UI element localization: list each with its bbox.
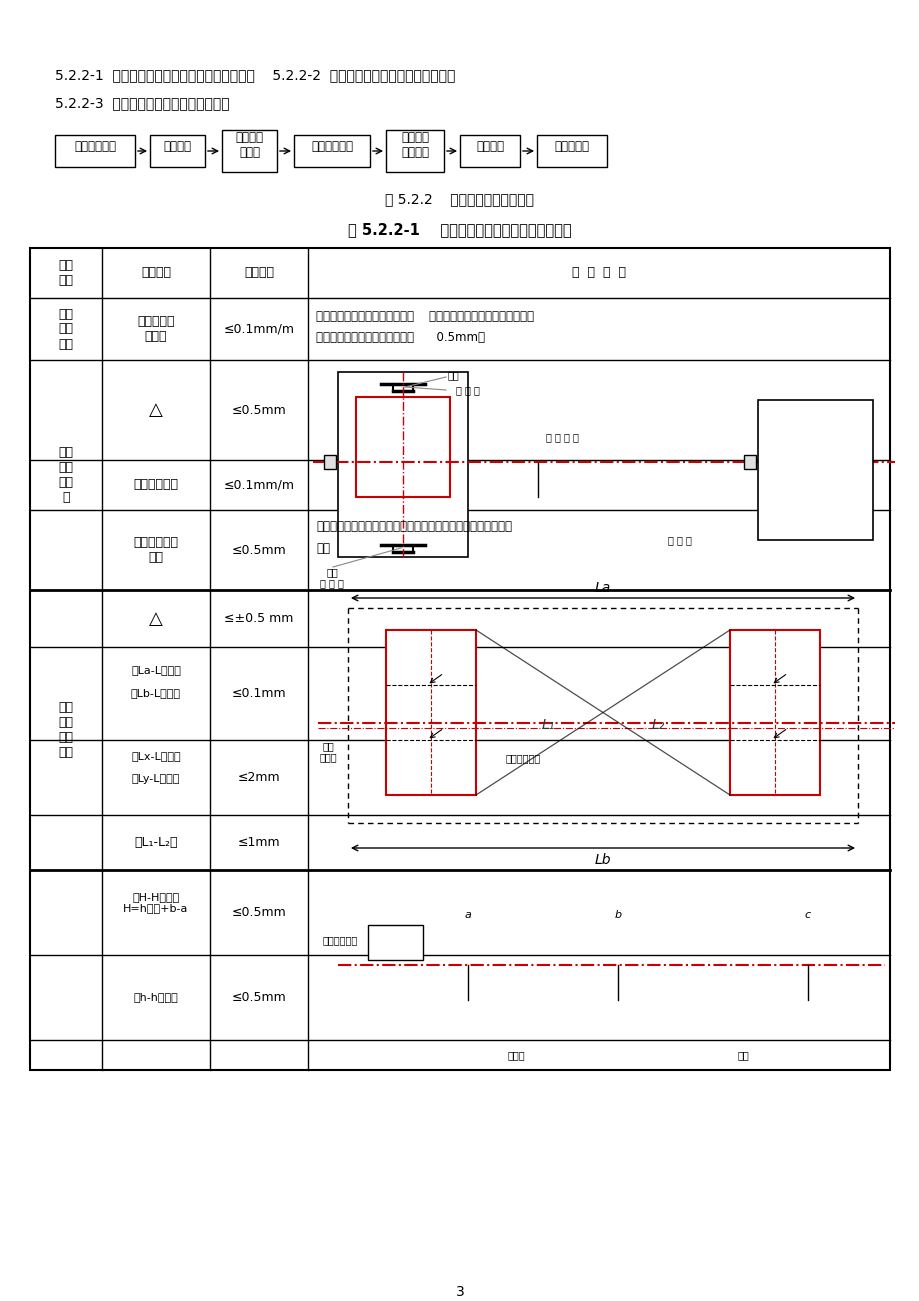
Text: 3: 3 [455, 1285, 464, 1298]
Text: 底座: 底座 [737, 1050, 749, 1060]
Text: b: b [614, 909, 621, 920]
Text: 纵横中心线
垂直度: 纵横中心线 垂直度 [137, 315, 175, 343]
Bar [323, 455, 335, 468]
Text: ≤2mm: ≤2mm [237, 771, 280, 785]
Text: ≤0.5mm: ≤0.5mm [232, 991, 286, 1004]
Text: 斜度水平
标高测定: 斜度水平 标高测定 [401, 131, 428, 159]
Text: 支承
底座
安装
找正: 支承 底座 安装 找正 [59, 701, 74, 758]
Text: 中心位置初测: 中心位置初测 [311, 139, 353, 152]
Text: 轴承座中心线: 轴承座中心线 [505, 753, 540, 762]
Text: 基础
中 心 线: 基础 中 心 线 [320, 567, 344, 588]
Bar [55, 135, 135, 167]
Text: ｜L₁-L₂｜: ｜L₁-L₂｜ [134, 837, 177, 850]
Text: L₂: L₂ [651, 718, 664, 732]
Text: ｜H-H理论｜
H=h基准+b-a: ｜H-H理论｜ H=h基准+b-a [123, 891, 188, 913]
Bar [386, 130, 444, 172]
Text: 底座
中心线: 底座 中心线 [320, 742, 337, 762]
Text: 并打上样冲眼，样冲眼直径小于      0.5mm。: 并打上样冲眼，样冲眼直径小于 0.5mm。 [315, 330, 484, 343]
Text: c: c [804, 909, 811, 920]
Text: 底座: 底座 [448, 369, 460, 380]
Text: 工作
内容: 工作 内容 [59, 259, 74, 288]
Text: 托轮
底座
划线: 托轮 底座 划线 [59, 307, 74, 350]
Bar [460, 135, 519, 167]
Text: 5.2.2-3  托轮安装检查项目与操作要点。: 5.2.2-3 托轮安装检查项目与操作要点。 [55, 96, 230, 111]
Text: ｜Lx-L理论｜

｜Ly-L理论｜: ｜Lx-L理论｜ ｜Ly-L理论｜ [131, 751, 181, 785]
Text: 传动
侧底
座定
位: 传动 侧底 座定 位 [59, 446, 74, 503]
Text: 图 5.2.2    支承部分施工工艺流程: 图 5.2.2 支承部分施工工艺流程 [385, 193, 534, 206]
Text: ｜La-L理论｜

｜Lb-L理论｜: ｜La-L理论｜ ｜Lb-L理论｜ [130, 665, 181, 699]
Text: ｜h-h理论｜: ｜h-h理论｜ [133, 993, 178, 1003]
Bar [743, 455, 755, 468]
Text: 以中心标板确定的纵横中心线定位，然后以此为基准找正其他底: 以中心标板确定的纵横中心线定位，然后以此为基准找正其他底 [315, 520, 512, 533]
Text: 设备出库检查: 设备出库检查 [74, 139, 116, 152]
Text: 托轮组精找: 托轮组精找 [554, 139, 589, 152]
Text: ≤±0.5 mm: ≤±0.5 mm [224, 611, 293, 624]
Text: 中 心 标 板: 中 心 标 板 [545, 432, 578, 442]
Text: ≤0.5mm: ≤0.5mm [232, 403, 286, 416]
Bar [150, 135, 205, 167]
Text: 技术要求: 技术要求 [244, 267, 274, 280]
Bar [221, 130, 277, 172]
Text: ≤1mm: ≤1mm [237, 837, 280, 850]
Text: 研瓦试压: 研瓦试压 [164, 139, 191, 152]
Text: 定 位 架: 定 位 架 [667, 535, 691, 545]
Text: 操  作  要  点: 操 作 要 点 [572, 267, 625, 280]
Text: L₁: L₁ [540, 718, 554, 732]
Text: ≤0.5mm: ≤0.5mm [232, 544, 286, 557]
Text: 5.2.2-1  托轮底座安装检查项目与操作要点，表    5.2.2-2  轴瓦刮研检查项目与操作要点，表: 5.2.2-1 托轮底座安装检查项目与操作要点，表 5.2.2-2 轴瓦刮研检查… [55, 68, 455, 82]
Text: 检查项目: 检查项目 [141, 267, 171, 280]
Text: ≤0.5mm: ≤0.5mm [232, 905, 286, 919]
Text: La: La [595, 582, 610, 595]
Bar [356, 397, 449, 497]
Text: 托轮组就
位粗找: 托轮组就 位粗找 [235, 131, 263, 159]
Text: 中 心 线: 中 心 线 [456, 385, 480, 396]
Text: 横向中心偏差: 横向中心偏差 [133, 479, 178, 492]
Bar [386, 630, 475, 795]
Text: △: △ [149, 609, 163, 627]
Bar [337, 372, 468, 557]
Text: a: a [464, 909, 471, 920]
Text: ≤0.1mm/m: ≤0.1mm/m [223, 479, 294, 492]
Bar [30, 248, 889, 1069]
Text: ≤0.1mm/m: ≤0.1mm/m [223, 323, 294, 336]
Text: ≤0.1mm: ≤0.1mm [232, 687, 286, 700]
Bar [729, 630, 819, 795]
Text: 基础灌浆: 基础灌浆 [475, 139, 504, 152]
Text: 基准点: 基准点 [507, 1050, 525, 1060]
Bar [537, 135, 607, 167]
Bar [757, 399, 872, 540]
Text: 最大横向中心
偏差: 最大横向中心 偏差 [133, 536, 178, 565]
Text: 表 5.2.2-1    托轮底座安装检查项目与操作要点: 表 5.2.2-1 托轮底座安装检查项目与操作要点 [347, 222, 572, 237]
Text: 校核底座加工时的纵横中心线，    必要时划出更准确地纵横中心线，: 校核底座加工时的纵横中心线， 必要时划出更准确地纵横中心线， [315, 310, 533, 323]
Bar [368, 925, 423, 960]
Text: Lb: Lb [594, 853, 610, 866]
Text: 座。: 座。 [315, 543, 330, 556]
Bar [294, 135, 369, 167]
Text: 高精度水平仪: 高精度水平仪 [323, 935, 357, 945]
Text: △: △ [149, 401, 163, 419]
